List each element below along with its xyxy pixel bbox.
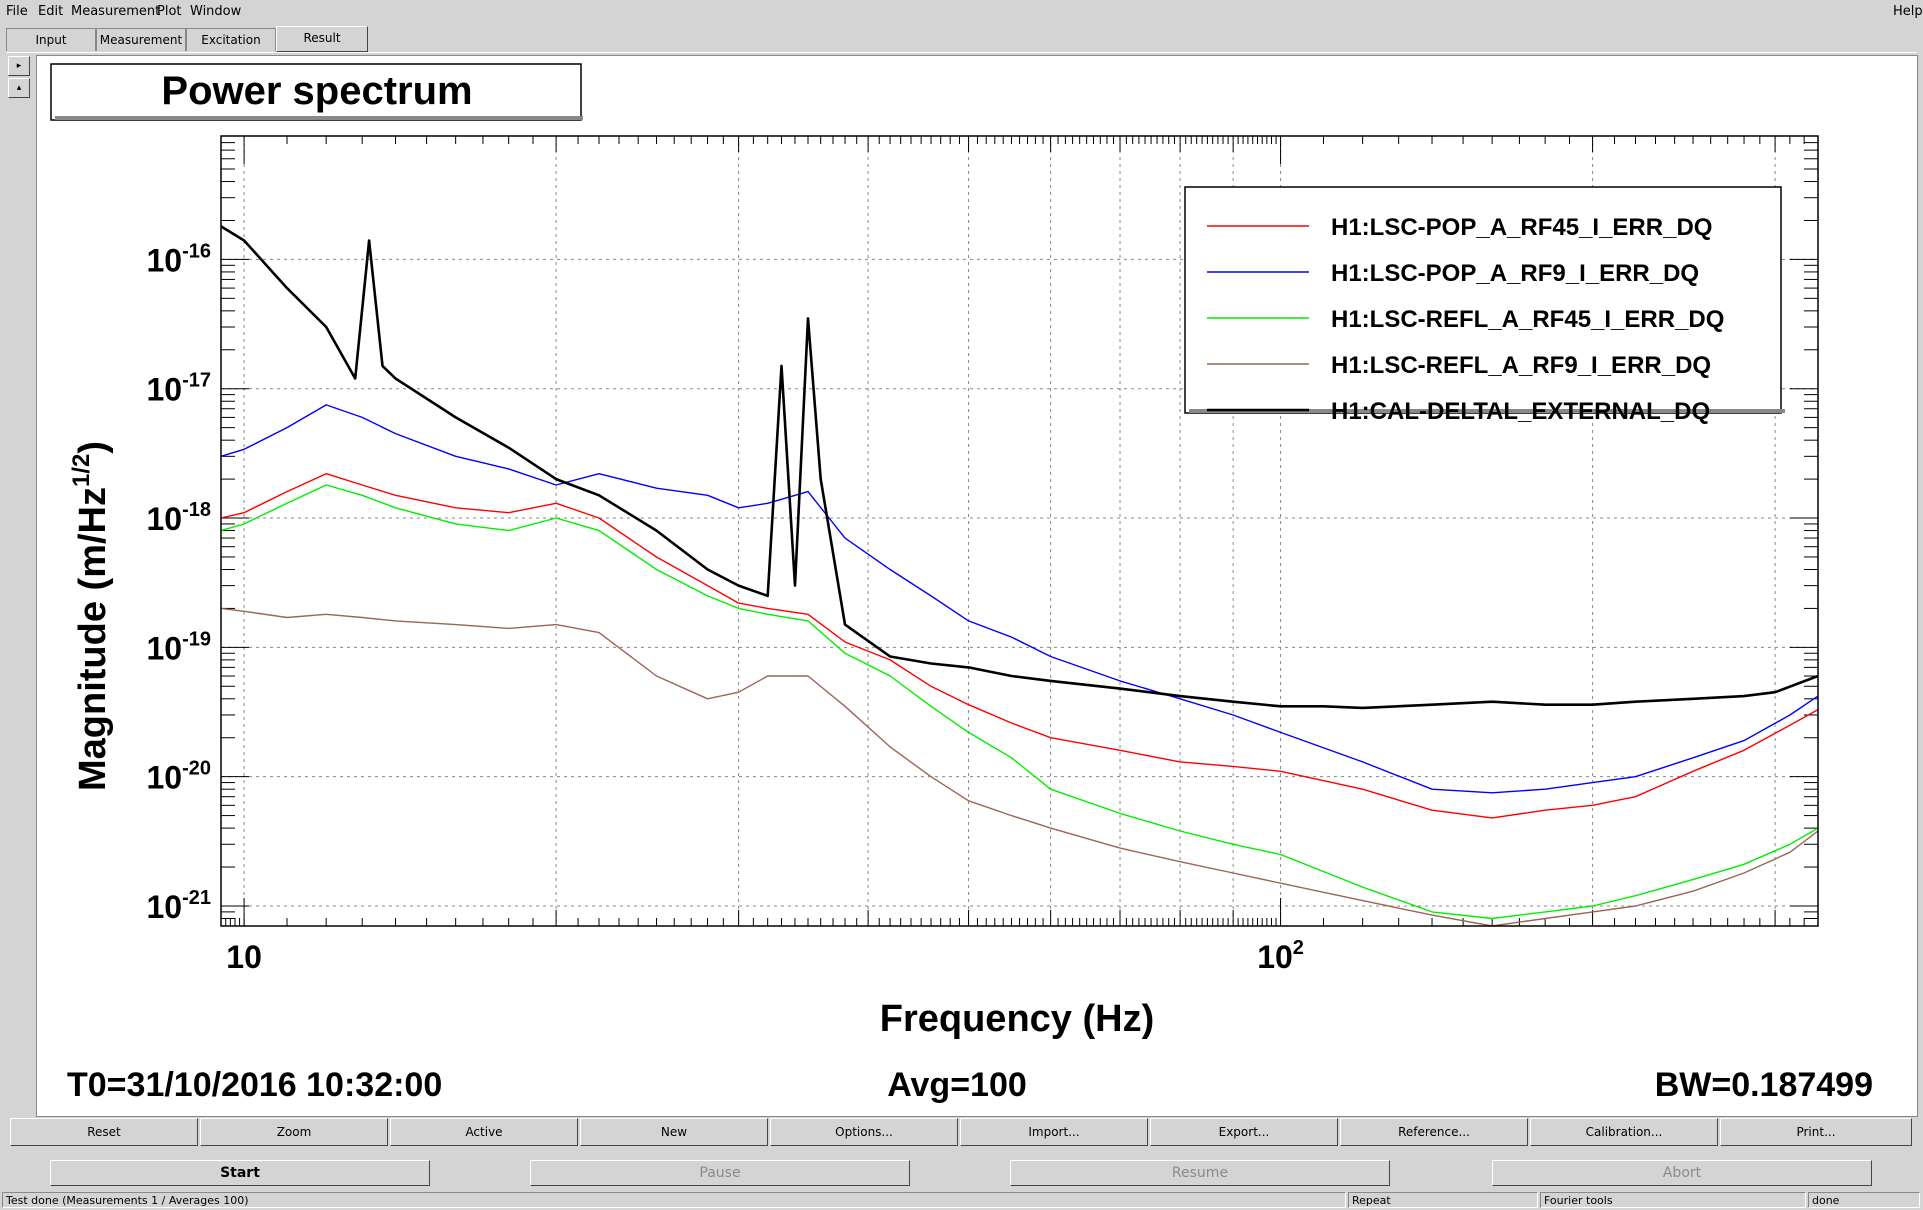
y-tick-label: 10-16 [147,240,212,278]
power-spectrum-plot: Power spectrum 10 102 10-16 10-17 10-18 10-19… [50,63,1873,1104]
status-repeat: Repeat [1348,1192,1538,1208]
title-box-shadow [55,116,583,120]
measurement-controls: Start Pause Resume Abort [0,1160,1923,1190]
plot-button-bar: Reset Zoom Active New Options... Import.… [0,1118,1923,1148]
menu-help[interactable]: Help [1893,4,1923,19]
legend-label-2: H1:LSC-POP_A_RF9_I_ERR_DQ [1331,260,1699,287]
panel-scroll-buttons: ▸ ▴ [8,56,30,100]
avg-info: Avg=100 [887,1066,1027,1104]
tab-measurement[interactable]: Measurement [96,28,186,51]
zoom-button[interactable]: Zoom [200,1118,388,1146]
y-tick-label: 10-17 [147,370,212,408]
tab-input[interactable]: Input [6,28,96,51]
menu-edit[interactable]: Edit [38,4,64,19]
start-button[interactable]: Start [50,1160,430,1186]
series-line-5 [220,225,1819,710]
plot-canvas[interactable]: Power spectrum 10 102 10-16 10-17 10-18 10-19… [36,55,1918,1117]
plot-frame [220,135,1819,927]
title-box [50,63,582,121]
menu-measurement[interactable]: Measurement [71,4,161,19]
menu-plot[interactable]: Plot [157,4,182,19]
status-bar: Test done (Measurements 1 / Averages 100… [0,1192,1923,1210]
legend-label-5: H1:CAL-DELTAL_EXTERNAL_DQ [1331,398,1710,425]
status-tool: Fourier tools [1540,1192,1806,1208]
series-line-4 [220,607,1819,927]
legend: H1:LSC-POP_A_RF45_I_ERR_DQ H1:LSC-POP_A_R… [1184,186,1785,425]
reference-button[interactable]: Reference... [1340,1118,1528,1146]
plot-title: Power spectrum [161,69,472,113]
legend-box [1184,186,1782,414]
legend-label-4: H1:LSC-REFL_A_RF9_I_ERR_DQ [1331,352,1711,379]
tab-excitation[interactable]: Excitation [186,28,276,51]
y-tick-label: 10-18 [147,499,212,537]
grid [221,136,1818,926]
tab-divider [6,52,1917,53]
status-message: Test done (Measurements 1 / Averages 100… [2,1192,1346,1208]
y-tick-label: 10-20 [147,758,212,796]
legend-label-1: H1:LSC-POP_A_RF45_I_ERR_DQ [1331,214,1712,241]
tab-result[interactable]: Result [276,26,368,52]
options-button[interactable]: Options... [770,1118,958,1146]
import-button[interactable]: Import... [960,1118,1148,1146]
legend-label-3: H1:LSC-REFL_A_RF45_I_ERR_DQ [1331,306,1724,333]
series-line-3 [220,484,1819,920]
y-axis-label: Magnitude (m/Hz1/2) [68,441,114,791]
scroll-right-icon[interactable]: ▸ [8,56,30,76]
new-button[interactable]: New [580,1118,768,1146]
series-line-2 [220,404,1819,794]
series-group [220,225,1819,927]
reset-button[interactable]: Reset [10,1118,198,1146]
menu-file[interactable]: File [6,4,28,19]
bw-info: BW=0.187499 [1655,1066,1873,1104]
menu-window[interactable]: Window [190,4,242,19]
scroll-up-icon[interactable]: ▴ [8,78,30,98]
calibration-button[interactable]: Calibration... [1530,1118,1718,1146]
t0-info: T0=31/10/2016 10:32:00 [67,1066,442,1104]
legend-shadow [1189,409,1785,413]
y-tick-label: 10-19 [147,628,212,666]
series-line-1 [220,473,1819,819]
x-axis-label: Frequency (Hz) [880,998,1154,1040]
x-tick-label-10: 10 [226,939,262,975]
pause-button[interactable]: Pause [530,1160,910,1186]
abort-button[interactable]: Abort [1492,1160,1872,1186]
resume-button[interactable]: Resume [1010,1160,1390,1186]
x-tick-label-100: 102 [1257,937,1304,975]
active-button[interactable]: Active [390,1118,578,1146]
menu-bar: File Edit Measurement Plot Window Help [0,0,1923,26]
y-tick-label: 10-21 [147,887,212,925]
print-button[interactable]: Print... [1720,1118,1912,1146]
axis-ticks: 10 102 10-16 10-17 10-18 10-19 10-20 10-21 [147,135,1819,975]
export-button[interactable]: Export... [1150,1118,1338,1146]
status-state: done [1808,1192,1920,1208]
